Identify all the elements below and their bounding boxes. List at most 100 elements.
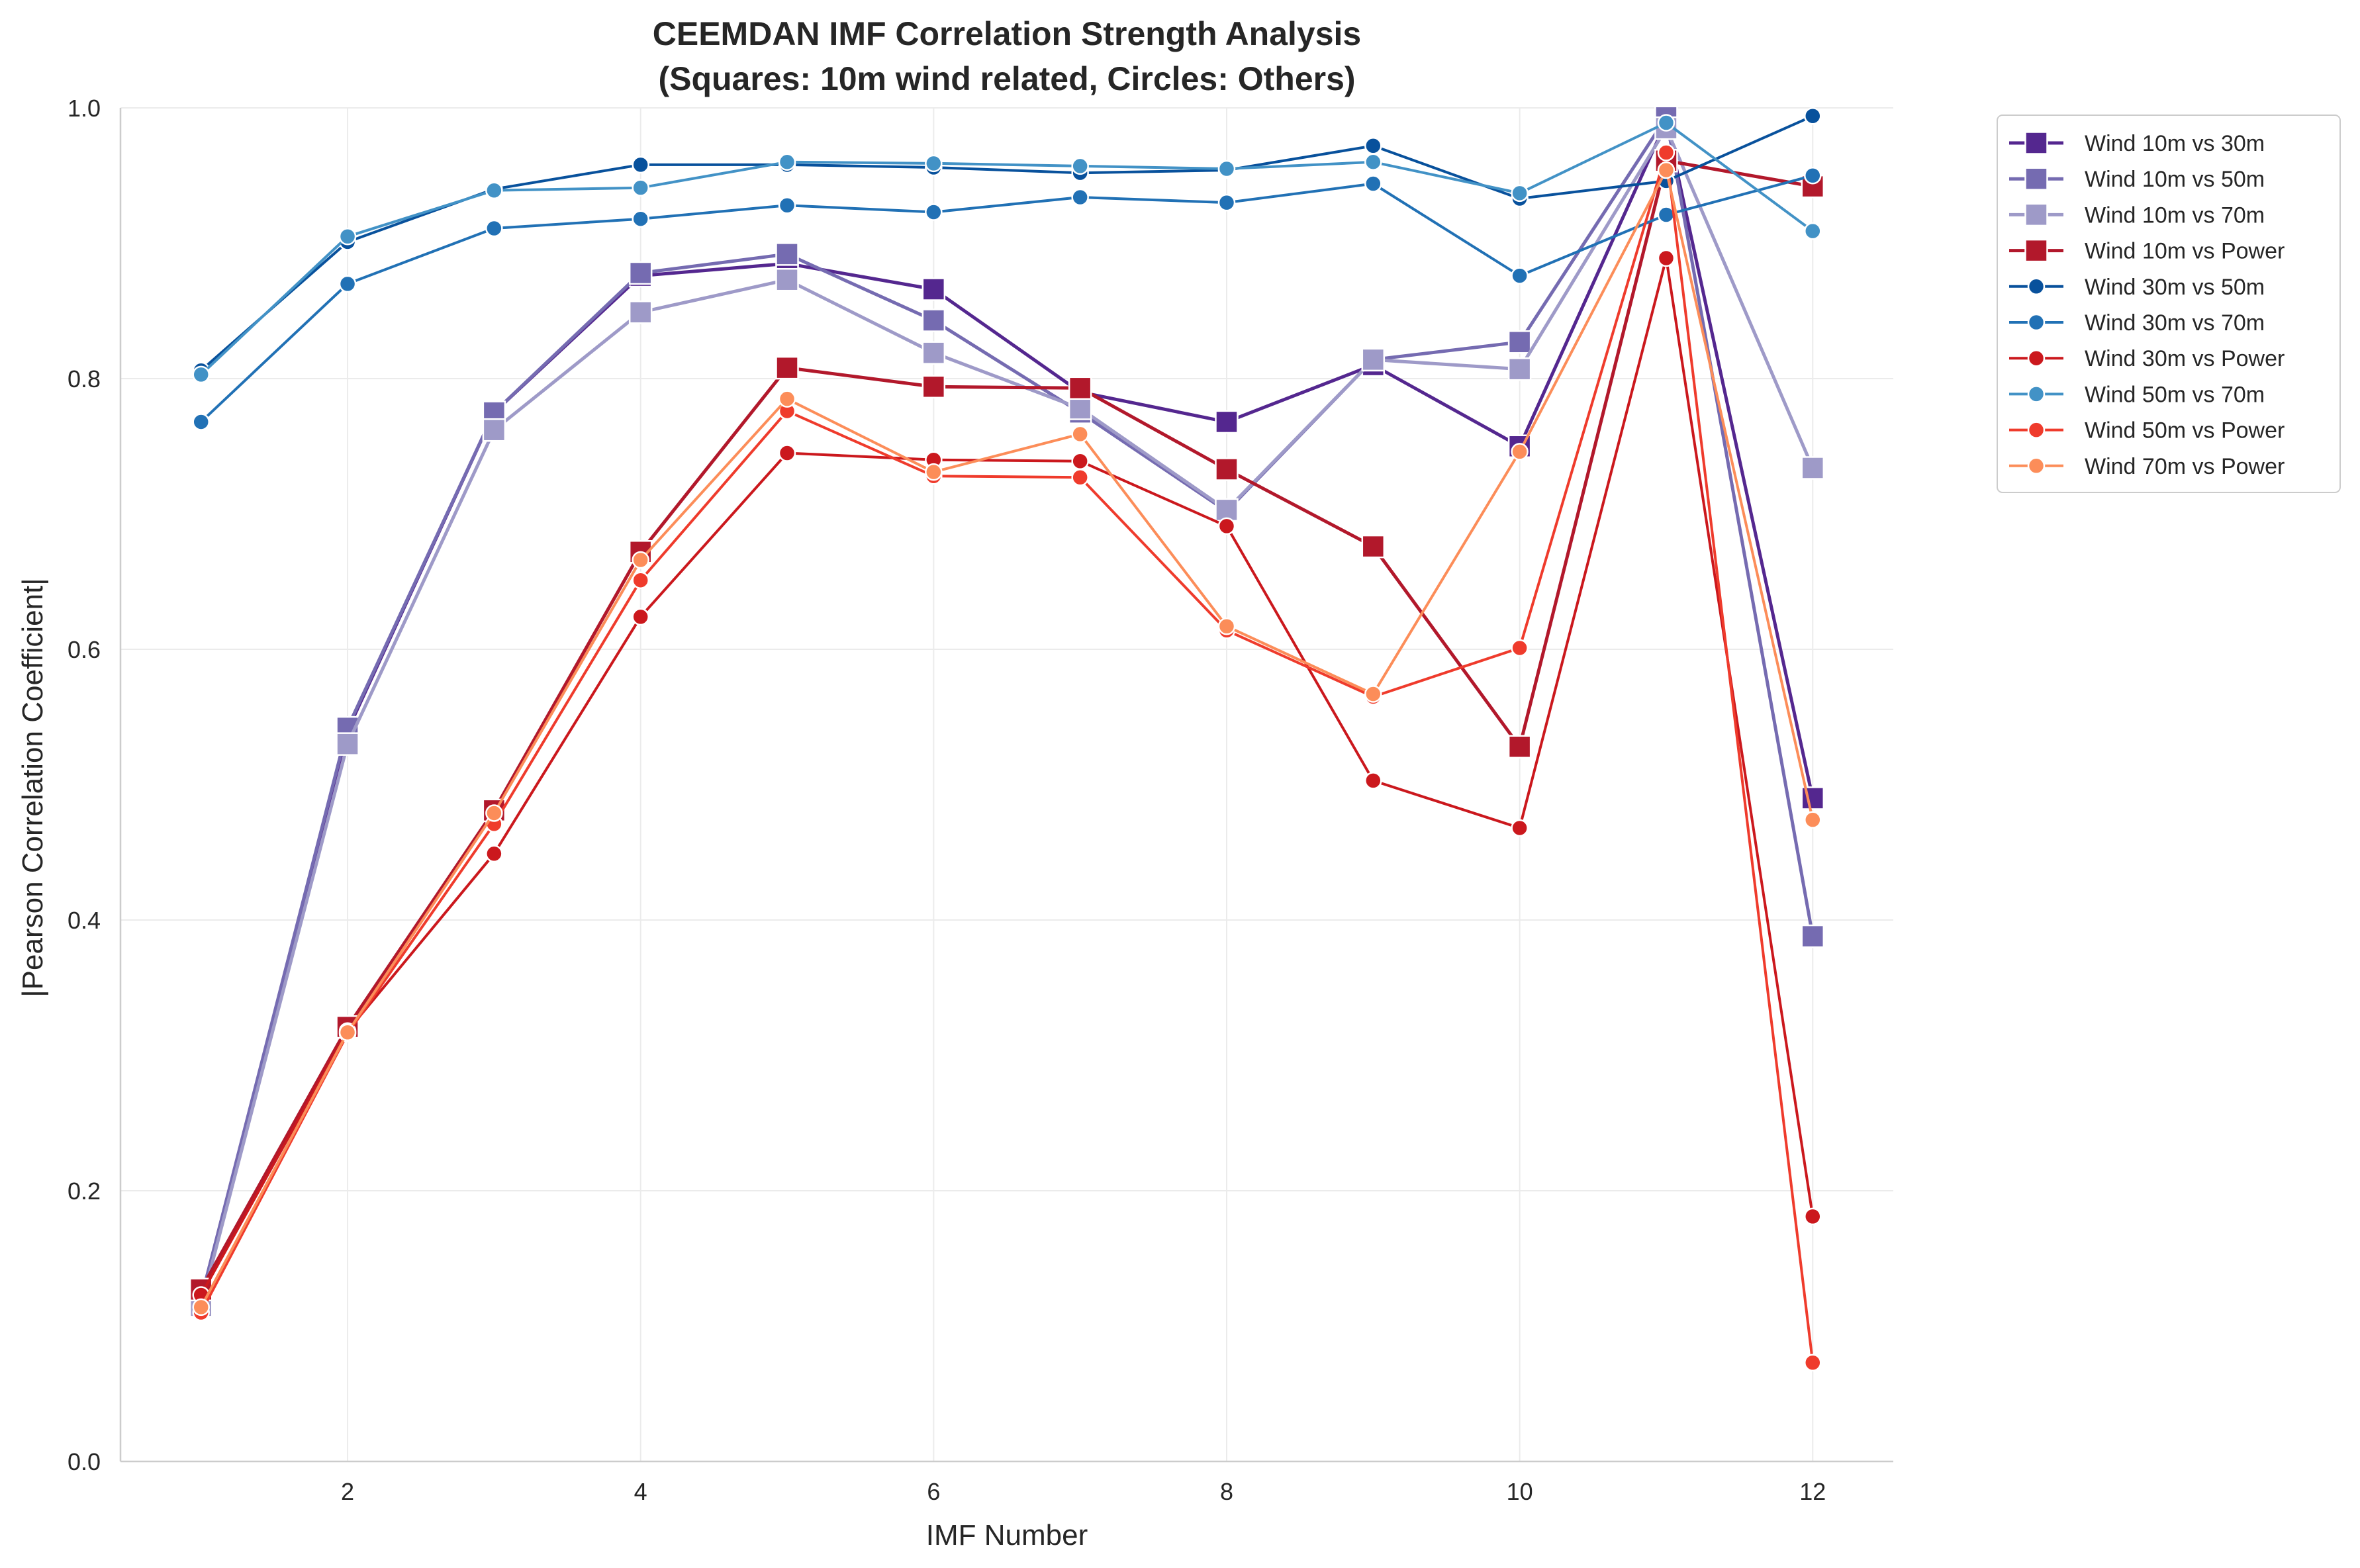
legend-label: Wind 50m vs Power <box>2085 418 2285 443</box>
data-point <box>632 608 649 626</box>
data-point <box>632 156 649 174</box>
data-point <box>1511 267 1529 285</box>
data-point <box>1364 137 1382 155</box>
data-point <box>1071 188 1089 207</box>
data-point <box>338 1023 357 1041</box>
legend: Wind 10m vs 30m Wind 10m vs 50m Wind 10m v… <box>1997 115 2341 493</box>
data-point <box>1804 222 1822 240</box>
data-point <box>775 242 799 266</box>
data-point <box>778 196 796 214</box>
data-point <box>485 181 503 199</box>
data-point <box>1071 425 1089 443</box>
data-point <box>921 375 946 399</box>
legend-entry: Wind 30m vs 70m <box>2009 310 2265 336</box>
legend-label: Wind 10m vs Power <box>2085 239 2285 264</box>
data-point <box>1071 469 1089 486</box>
axes: 2 4 6 8 10 12 0.0 0.2 0.4 0.6 0.8 1.0 <box>68 95 1893 1505</box>
data-point <box>192 413 210 431</box>
chart-title: CEEMDAN IMF Correlation Strength Analysi… <box>653 15 1361 52</box>
legend-box <box>1997 115 2341 493</box>
legend-marker <box>2027 457 2046 475</box>
y-tick-label: 0.0 <box>68 1448 101 1475</box>
data-point <box>778 390 796 408</box>
data-point <box>1507 357 1532 381</box>
data-point <box>925 203 943 221</box>
data-point <box>925 154 943 173</box>
data-point <box>628 300 653 324</box>
data-point <box>485 804 503 822</box>
data-point <box>1801 456 1825 480</box>
series-line <box>199 151 1815 1363</box>
data-point <box>1071 157 1089 175</box>
legend-label: Wind 30m vs 50m <box>2085 275 2265 300</box>
data-point <box>1804 1207 1822 1226</box>
data-point <box>1215 498 1239 522</box>
legend-label: Wind 10m vs 50m <box>2085 167 2265 192</box>
data-point <box>778 444 796 462</box>
series-wind-30m-vs-70m <box>192 167 1822 431</box>
x-tick-label: 10 <box>1507 1478 1533 1505</box>
data-point <box>925 463 943 481</box>
legend-label: Wind 70m vs Power <box>2085 454 2285 479</box>
data-point <box>1217 193 1236 212</box>
data-point <box>1361 347 1386 372</box>
legend-entry: Wind 30m vs 50m <box>2009 275 2265 300</box>
x-tick-label: 8 <box>1220 1478 1233 1505</box>
legend-entry: Wind 10m vs Power <box>2009 239 2285 264</box>
data-point <box>1657 249 1676 267</box>
legend-label: Wind 10m vs 70m <box>2085 203 2265 228</box>
data-point <box>921 277 946 301</box>
legend-entry: Wind 10m vs 50m <box>2009 167 2265 192</box>
data-point <box>1364 685 1382 703</box>
data-point <box>1657 206 1676 224</box>
data-point <box>1217 160 1236 178</box>
data-point <box>338 275 357 293</box>
data-point <box>1804 1354 1822 1371</box>
data-point <box>1507 735 1532 759</box>
data-point <box>1804 107 1822 125</box>
data-point <box>1511 639 1529 657</box>
legend-entry: Wind 10m vs 30m <box>2009 131 2265 156</box>
text-layer: CEEMDAN IMF Correlation Strength Analysi… <box>17 15 1361 1551</box>
data-point <box>1217 517 1236 535</box>
x-tick-label: 2 <box>341 1478 354 1505</box>
legend-label: Wind 30m vs 70m <box>2085 310 2265 336</box>
series-line <box>199 169 1815 1308</box>
legend-entry: Wind 30m vs Power <box>2009 346 2285 371</box>
data-point <box>921 308 946 332</box>
legend-label: Wind 50m vs 70m <box>2085 382 2265 407</box>
series-layer <box>189 105 1825 1371</box>
data-point <box>1657 144 1676 161</box>
data-point <box>1364 153 1382 171</box>
data-point <box>1511 819 1529 837</box>
data-point <box>1657 161 1676 179</box>
legend-marker <box>2027 385 2046 403</box>
data-point <box>921 341 946 365</box>
data-point <box>1804 811 1822 829</box>
data-point <box>338 228 357 246</box>
data-point <box>1215 410 1239 434</box>
y-axis-label: |Pearson Correlation Coefficient| <box>17 578 49 997</box>
data-point <box>1364 175 1382 193</box>
grid <box>120 107 1893 1462</box>
series-line <box>200 121 1814 376</box>
legend-label: Wind 10m vs 30m <box>2085 131 2265 156</box>
x-tick-label: 6 <box>927 1478 940 1505</box>
data-point <box>192 1298 210 1316</box>
legend-marker <box>2027 313 2046 332</box>
y-tick-label: 0.6 <box>68 636 101 663</box>
data-point <box>1804 167 1822 185</box>
data-point <box>1801 924 1825 948</box>
series-line <box>199 126 1815 1307</box>
data-point <box>485 845 503 863</box>
legend-entry: Wind 70m vs Power <box>2009 454 2285 479</box>
x-tick-label: 12 <box>1799 1478 1826 1505</box>
data-point <box>482 418 506 442</box>
data-point <box>632 571 649 589</box>
data-point <box>632 179 649 197</box>
legend-marker <box>2024 167 2048 191</box>
data-point <box>1068 396 1092 420</box>
data-point <box>775 267 799 292</box>
